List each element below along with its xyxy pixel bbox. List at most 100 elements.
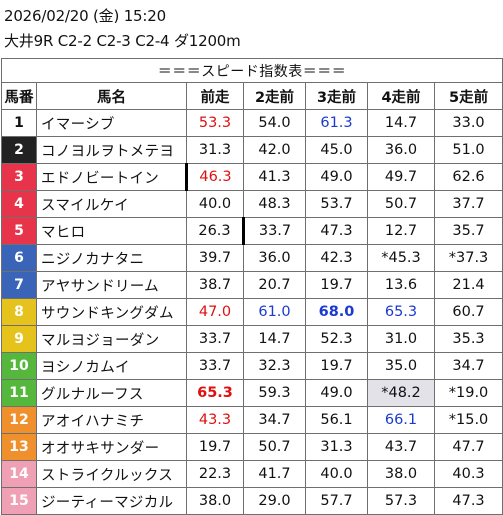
speed-index-cell: 47.3 [433,487,503,515]
speed-index-cell: 14.7 [243,325,306,353]
race-info: 大井9R C2-2 C2-3 C2-4 ダ1200m [4,32,241,50]
speed-index-cell: 33.7 [186,352,244,380]
speed-index-cell: 22.3 [186,460,244,488]
horse-name-cell: グルナルーフス [36,379,187,407]
horse-number-cell: 7 [1,271,37,299]
table-row: 11 グルナルーフス 65.3 59.3 49.0 *48.2 *19.0 [1,379,503,407]
speed-index-cell: 29.0 [243,487,306,515]
horse-number-cell: 13 [1,433,37,461]
table-row: 6 ニジノカナタニ 39.7 36.0 42.3 *45.3 *37.3 [1,244,503,272]
table-row: 7 アヤサンドリーム 38.7 20.7 19.7 13.6 21.4 [1,271,503,299]
horse-name-cell: ジーティーマジカル [36,487,187,515]
speed-index-cell: 35.7 [433,217,503,245]
table-row: 13 オオサキサンダー 19.7 50.7 31.3 43.7 47.7 [1,433,503,461]
speed-index-cell: 47.7 [433,433,503,461]
speed-index-cell: 56.1 [305,406,368,434]
speed-index-cell: *19.0 [433,379,503,407]
table-row: 2 コノヨルヲトメテヨ 31.3 42.0 45.0 36.0 51.0 [1,136,503,164]
horse-name-cell: オオサキサンダー [36,433,187,461]
speed-index-cell: 49.7 [367,163,435,191]
horse-name-cell: エドノビートイン [36,163,187,191]
col-header-name: 馬名 [36,82,187,110]
speed-index-cell: 47.3 [305,217,368,245]
speed-index-table: ＝＝＝スピード指数表＝＝＝ 馬番 馬名 前走 2走前 3走前 4走前 5走前 1… [0,58,503,515]
speed-index-cell: 61.0 [243,298,306,326]
speed-index-cell: 33.0 [433,109,503,137]
speed-index-cell: 40.0 [186,190,244,218]
speed-index-cell: 35.3 [433,325,503,353]
speed-index-cell: 38.0 [186,487,244,515]
col-header-2nd: 2走前 [243,82,306,110]
speed-index-cell: 37.7 [433,190,503,218]
speed-index-cell: 14.7 [367,109,435,137]
speed-index-cell: 66.1 [367,406,435,434]
table-banner: ＝＝＝スピード指数表＝＝＝ [0,58,503,83]
horse-number-cell: 9 [1,325,37,353]
speed-index-cell: 32.3 [243,352,306,380]
speed-index-cell: 50.7 [243,433,306,461]
col-header-number: 馬番 [1,82,37,110]
speed-index-cell: 47.0 [186,298,244,326]
speed-index-cell: 38.7 [186,271,244,299]
col-header-last: 前走 [186,82,244,110]
speed-index-cell: 41.7 [243,460,306,488]
table-row: 4 スマイルケイ 40.0 48.3 53.7 50.7 37.7 [1,190,503,218]
speed-index-cell: 43.7 [367,433,435,461]
speed-index-cell: 34.7 [243,406,306,434]
speed-index-cell: 19.7 [186,433,244,461]
speed-index-cell: 19.7 [305,352,368,380]
race-datetime: 2026/02/20 (金) 15:20 [4,7,166,25]
speed-index-cell: 60.7 [433,298,503,326]
speed-index-cell: 57.7 [305,487,368,515]
speed-index-cell: 31.3 [186,136,244,164]
speed-index-cell: 53.3 [186,109,244,137]
horse-number-cell: 1 [1,109,37,137]
speed-index-cell: 68.0 [305,298,368,326]
speed-index-cell: *37.3 [433,244,503,272]
horse-name-cell: アオイハナミチ [36,406,187,434]
horse-name-cell: マヒロ [36,217,187,245]
speed-index-cell: 46.3 [185,163,244,191]
horse-name-cell: コノヨルヲトメテヨ [36,136,187,164]
horse-name-cell: アヤサンドリーム [36,271,187,299]
horse-name-cell: ヨシノカムイ [36,352,187,380]
speed-index-cell: 35.0 [367,352,435,380]
speed-index-cell: 13.6 [367,271,435,299]
speed-index-cell: 31.3 [305,433,368,461]
speed-index-cell: *45.3 [367,244,435,272]
horse-number-cell: 5 [1,217,37,245]
speed-index-cell: 45.0 [305,136,368,164]
table-row: 5 マヒロ 26.3 33.7 47.3 12.7 35.7 [1,217,503,245]
horse-number-cell: 12 [1,406,37,434]
speed-index-cell: 61.3 [305,109,368,137]
speed-index-cell: 36.0 [243,244,306,272]
speed-index-cell: 49.0 [305,379,368,407]
table-row: 15 ジーティーマジカル 38.0 29.0 57.7 57.3 47.3 [1,487,503,515]
speed-index-cell: 19.7 [305,271,368,299]
speed-index-cell: 43.3 [186,406,244,434]
speed-index-cell: 33.7 [242,217,306,245]
speed-index-cell: 53.7 [305,190,368,218]
speed-index-cell: 59.3 [243,379,306,407]
horse-name-cell: マルヨジョーダン [36,325,187,353]
speed-index-cell: 38.0 [367,460,435,488]
col-header-4th: 4走前 [367,82,435,110]
speed-index-cell: 41.3 [243,163,306,191]
horse-name-cell: ニジノカナタニ [36,244,187,272]
table-row: 1 イマーシブ 53.3 54.0 61.3 14.7 33.0 [1,109,503,137]
horse-number-cell: 8 [1,298,37,326]
speed-index-cell: 42.0 [243,136,306,164]
horse-number-cell: 11 [1,379,37,407]
horse-number-cell: 2 [1,136,37,164]
speed-index-cell: 40.0 [305,460,368,488]
speed-index-cell: 36.0 [367,136,435,164]
horse-name-cell: イマーシブ [36,109,187,137]
speed-index-cell: 65.3 [367,298,435,326]
speed-index-cell: 52.3 [305,325,368,353]
speed-index-cell: 33.7 [186,325,244,353]
speed-index-cell: 62.6 [433,163,503,191]
col-header-3rd: 3走前 [305,82,368,110]
speed-index-cell: 40.3 [433,460,503,488]
speed-index-cell: *15.0 [433,406,503,434]
speed-index-cell: 54.0 [243,109,306,137]
